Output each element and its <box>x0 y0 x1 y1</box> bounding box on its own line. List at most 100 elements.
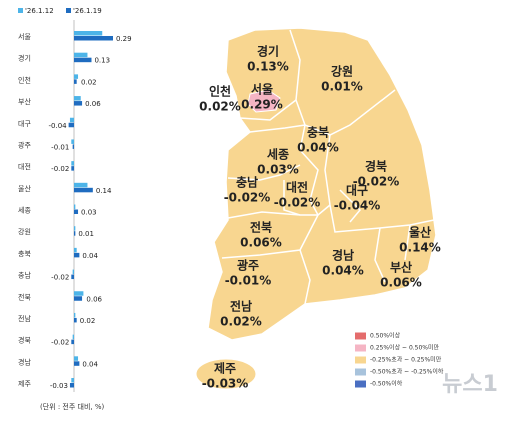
map-legend-swatch <box>355 368 366 376</box>
value-label: 0.04 <box>82 252 98 260</box>
region-name: 경남 <box>332 248 354 263</box>
category-label: 대구 <box>18 120 31 128</box>
seoul-shape <box>247 89 281 113</box>
legend-swatch <box>18 8 23 13</box>
value-label: 0.04 <box>82 360 98 368</box>
category-label: 경남 <box>18 357 31 366</box>
bar <box>71 166 74 171</box>
bar <box>74 252 80 258</box>
category-label: 광주 <box>18 141 31 149</box>
value-label: 0.13 <box>94 57 110 65</box>
region-value: 0.03% <box>257 163 299 177</box>
map-legend-label: 0.25%이상 ~ 0.50%미만 <box>370 344 440 352</box>
map-legend-swatch <box>355 380 366 388</box>
bar <box>74 291 84 296</box>
bar <box>74 317 77 323</box>
map <box>195 27 437 390</box>
value-label: -0.02 <box>51 165 69 173</box>
bar <box>72 144 74 149</box>
region-name: 광주 <box>237 258 259 273</box>
bar <box>71 339 74 345</box>
value-label: -0.03 <box>50 382 68 390</box>
bar <box>74 79 77 84</box>
bar <box>71 161 74 166</box>
category-label: 경기 <box>18 54 31 63</box>
bar <box>74 204 76 209</box>
map-legend-label: -0.50%이하 <box>370 380 403 388</box>
region-value: 0.02% <box>199 100 241 114</box>
category-label: 서울 <box>18 32 31 41</box>
region-value: 0.06% <box>380 276 422 290</box>
region-name: 울산 <box>409 225 431 240</box>
region-value: -0.02% <box>353 175 400 189</box>
value-label: 0.14 <box>96 187 112 195</box>
bar <box>74 361 80 366</box>
value-label: -0.01 <box>51 143 69 151</box>
map-legend-label: -0.25%초과 ~ 0.25%미만 <box>370 356 442 364</box>
unit-note: (단위 : 전주 대비, %) <box>40 402 105 411</box>
bar <box>72 334 74 340</box>
jeju-shape <box>195 358 257 390</box>
value-label: 0.29 <box>116 35 132 43</box>
bar <box>74 226 76 231</box>
region-name: 대전 <box>286 180 308 195</box>
bar <box>74 187 93 193</box>
category-label: 강원 <box>18 227 31 236</box>
legend-label: '26.1.19 <box>73 7 102 15</box>
legend-label: '26.1.12 <box>25 7 54 15</box>
bar <box>69 117 74 123</box>
category-label: 전남 <box>18 314 31 323</box>
bar <box>69 383 74 388</box>
category-label: 울산 <box>18 184 31 193</box>
value-label: -0.02 <box>51 274 69 282</box>
region-name: 부산 <box>390 260 412 275</box>
value-label: 0.01 <box>78 230 94 238</box>
region-value: 0.13% <box>247 60 289 74</box>
region-value: 0.14% <box>399 241 441 255</box>
bar <box>74 36 113 41</box>
map-legend-swatch <box>355 356 366 364</box>
region-name: 대구 <box>346 184 368 198</box>
category-label: 충남 <box>18 271 31 280</box>
region-value: 0.29% <box>241 98 283 112</box>
region-name: 인천 <box>209 84 231 99</box>
bar <box>68 122 74 128</box>
category-label: 대전 <box>18 162 31 171</box>
region-name: 충북 <box>307 125 329 140</box>
bar <box>74 182 88 188</box>
region-name: 강원 <box>331 65 353 79</box>
category-label: 인천 <box>18 75 31 84</box>
region-value: 0.04% <box>322 264 364 278</box>
value-label: 0.02 <box>80 317 96 325</box>
region-value: 0.04% <box>297 141 339 155</box>
bar <box>74 247 77 253</box>
bar <box>74 101 83 106</box>
region-value: 0.02% <box>220 315 262 329</box>
category-label: 부산 <box>18 97 31 106</box>
bar <box>74 31 103 36</box>
region-value: -0.03% <box>202 377 249 391</box>
region-value: -0.04% <box>334 199 381 213</box>
category-label: 충북 <box>18 249 31 258</box>
bar <box>74 57 92 63</box>
value-label: 0.06 <box>85 100 101 108</box>
category-label: 경북 <box>18 336 31 345</box>
bar <box>74 356 79 361</box>
region-name: 전북 <box>250 220 272 235</box>
region-value: -0.02% <box>224 191 271 205</box>
map-legend-swatch <box>355 332 366 340</box>
region-name: 제주 <box>214 362 236 376</box>
watermark: 뉴스1 <box>442 372 498 397</box>
region-value: 0.06% <box>240 236 282 250</box>
bar <box>74 52 88 58</box>
region-name: 경기 <box>257 44 279 59</box>
value-label: -0.02 <box>51 339 69 347</box>
region-name: 전남 <box>230 299 252 314</box>
bar <box>74 231 76 236</box>
bar <box>74 296 83 301</box>
bar <box>71 378 74 383</box>
region-value: -0.01% <box>225 274 272 288</box>
map-legend-label: -0.50%초과 ~ -0.25%이하 <box>370 368 444 376</box>
region-value: -0.02% <box>274 196 321 210</box>
